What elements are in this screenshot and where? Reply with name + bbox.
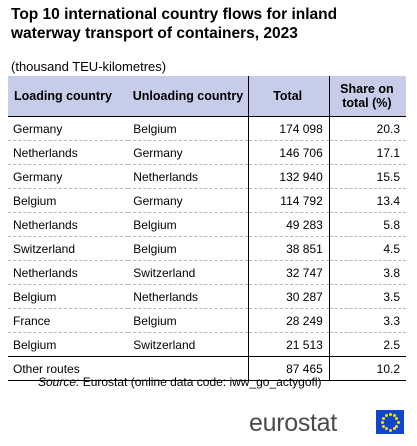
cell-other-total: 87 465 [247,356,330,381]
cell-unloading-country: Germany [128,188,249,213]
cell-total: 114 792 [247,188,330,213]
cell-total: 146 706 [247,140,330,165]
header-total: Total [247,76,330,117]
flag-star-icon [392,427,396,431]
cell-unloading-country: Netherlands [128,164,249,189]
cell-unloading-country: Netherlands [128,284,249,309]
eu-flag-icon [376,410,404,434]
cell-unloading-country: Belgium [128,236,249,261]
table-row: Belgium Switzerland 21 513 2.5 [8,332,406,357]
cell-total: 132 940 [247,164,330,189]
cell-total: 32 747 [247,260,330,285]
cell-unloading-country: Belgium [128,308,249,333]
cell-loading-country: Belgium [8,332,129,357]
cell-unloading-country: Switzerland [128,260,249,285]
cell-share: 20.3 [328,116,406,141]
cell-total: 30 287 [247,284,330,309]
flag-star-icon [392,413,396,417]
flag-star-icon [381,424,385,428]
cell-loading-country: Switzerland [8,236,129,261]
header-loading-country: Loading country [8,76,129,117]
flag-star-icon [380,420,384,424]
cell-loading-country: Netherlands [8,140,129,165]
cell-share: 3.5 [328,284,406,309]
source-note: Source: Eurostat (online data code: iww_… [38,375,322,389]
flag-star-icon [388,428,392,432]
cell-share: 2.5 [328,332,406,357]
flag-star-icon [396,420,400,424]
table-row: Germany Netherlands 132 940 15.5 [8,164,406,189]
table-row: Belgium Netherlands 30 287 3.5 [8,284,406,309]
cell-total: 21 513 [247,332,330,357]
cell-other-label: Other routes [8,356,249,381]
cell-loading-country: France [8,308,129,333]
cell-loading-country: Germany [8,116,129,141]
table-row-other-routes: Other routes 87 465 10.2 [8,356,406,381]
cell-total: 174 098 [247,116,330,141]
flag-star-icon [384,413,388,417]
cell-loading-country: Germany [8,164,129,189]
cell-unloading-country: Germany [128,140,249,165]
cell-loading-country: Belgium [8,188,129,213]
cell-unloading-country: Switzerland [128,332,249,357]
cell-share: 3.8 [328,260,406,285]
source-text: Eurostat (online data code: iww_go_actyg… [82,375,322,389]
cell-share: 15.5 [328,164,406,189]
cell-share: 5.8 [328,212,406,237]
table-row: Netherlands Germany 146 706 17.1 [8,140,406,165]
cell-total: 28 249 [247,308,330,333]
cell-share: 17.1 [328,140,406,165]
cell-loading-country: Belgium [8,284,129,309]
table-title: Top 10 international country flows for i… [11,6,338,42]
cell-share: 3.3 [328,308,406,333]
table-row: France Belgium 28 249 3.3 [8,308,406,333]
header-row: Loading country Unloading country Total … [8,76,406,117]
flag-star-icon [395,424,399,428]
table-row: Switzerland Belgium 38 851 4.5 [8,236,406,261]
flag-star-icon [384,427,388,431]
logo-wordmark: eurostat [249,409,337,437]
table-subtitle: (thousand TEU-kilometres) [11,59,167,74]
flag-star-icon [388,412,392,416]
cell-unloading-country: Belgium [128,212,249,237]
source-label: Source: [38,375,80,389]
flag-star-icon [381,416,385,420]
table-row: Netherlands Belgium 49 283 5.8 [8,212,406,237]
cell-share: 4.5 [328,236,406,261]
table-row: Netherlands Switzerland 32 747 3.8 [8,260,406,285]
cell-loading-country: Netherlands [8,212,129,237]
header-unloading-country: Unloading country [128,76,249,117]
cell-other-share: 10.2 [328,356,406,381]
table-row: Belgium Germany 114 792 13.4 [8,188,406,213]
cell-unloading-country: Belgium [128,116,249,141]
flag-star-icon [395,416,399,420]
data-table: Loading country Unloading country Total … [8,76,406,381]
header-share: Share on total (%) [328,76,406,117]
cell-loading-country: Netherlands [8,260,129,285]
cell-total: 38 851 [247,236,330,261]
cell-share: 13.4 [328,188,406,213]
table-row: Germany Belgium 174 098 20.3 [8,116,406,141]
cell-total: 49 283 [247,212,330,237]
table-body: Germany Belgium 174 098 20.3 Netherlands Germ… [8,116,406,381]
